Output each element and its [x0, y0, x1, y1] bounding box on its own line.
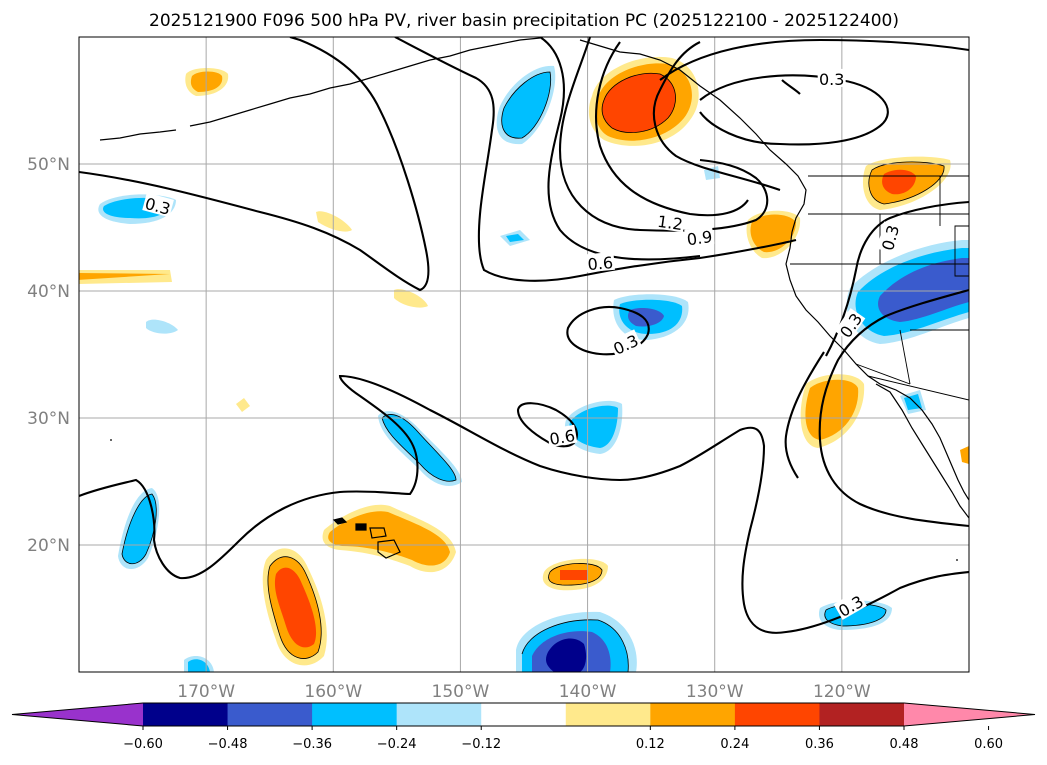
x-tick-label: 130°W — [686, 682, 744, 702]
contour-label: 0.3 — [817, 68, 846, 89]
svg-text:1.2: 1.2 — [656, 212, 684, 234]
pv-contours — [79, 37, 969, 634]
colorbar-tick-label: 0.24 — [720, 737, 749, 752]
contour-label: 0.6 — [546, 424, 578, 449]
map-panel: 0.30.31.20.90.60.30.30.30.60.3 — [78, 36, 970, 673]
colorbar-segment — [312, 703, 398, 726]
colorbar-segment — [565, 703, 651, 726]
longitude-tick-labels: 170°W 160°W 150°W 140°W 130°W 120°W — [177, 682, 871, 702]
colorbar-segment — [650, 703, 736, 726]
colorbar-tick-label: −0.48 — [208, 737, 248, 752]
colorbar-tick-label: 0.60 — [974, 737, 1003, 752]
y-tick-label: 40°N — [27, 282, 70, 302]
political-borders — [790, 175, 969, 401]
colorbar-extend-max — [904, 703, 1035, 726]
contour-label: 0.6 — [585, 251, 615, 274]
colorbar-tick-label: −0.12 — [461, 737, 501, 752]
colorbar-tick-label: −0.36 — [292, 737, 332, 752]
x-tick-label: 170°W — [177, 682, 235, 702]
x-tick-label: 120°W — [813, 682, 871, 702]
y-tick-label: 20°N — [27, 536, 70, 556]
svg-text:0.6: 0.6 — [548, 426, 576, 449]
contour-label: 0.3 — [876, 221, 903, 254]
colorbar-tick-label: −0.24 — [377, 737, 417, 752]
coastlines — [99, 37, 969, 561]
y-tick-label: 30°N — [27, 409, 70, 429]
colorbar: −0.60 −0.48 −0.36 −0.24 −0.12 0.12 0.24 0.36 0.4… — [11, 702, 1036, 752]
svg-text:0.3: 0.3 — [819, 70, 844, 89]
colorbar-segment — [396, 703, 482, 726]
x-tick-label: 150°W — [432, 682, 490, 702]
colorbar-segment — [734, 703, 820, 726]
colorbar-segment — [143, 703, 229, 726]
contour-label: 0.9 — [684, 225, 715, 249]
y-tick-label: 50°N — [27, 155, 70, 175]
colorbar-tick-label: −0.60 — [123, 737, 163, 752]
svg-text:0.6: 0.6 — [587, 253, 614, 274]
x-tick-label: 160°W — [304, 682, 362, 702]
precipitation-anomaly-fills — [79, 56, 969, 672]
svg-text:0.9: 0.9 — [686, 227, 714, 249]
colorbar-tick-label: 0.48 — [890, 737, 919, 752]
latitude-tick-labels: 50°N 40°N 30°N 20°N — [27, 155, 70, 556]
colorbar-segment — [481, 703, 567, 726]
colorbar-tick-label: 0.12 — [636, 737, 665, 752]
colorbar-tick-label: 0.36 — [805, 737, 834, 752]
anomaly-outlines — [121, 71, 945, 672]
contour-label: 1.2 — [655, 210, 686, 234]
colorbar-segment — [819, 703, 905, 726]
x-tick-label: 140°W — [559, 682, 617, 702]
map-title: 2025121900 F096 500 hPa PV, river basin … — [149, 11, 899, 31]
graticule — [79, 37, 969, 672]
colorbar-segment — [227, 703, 313, 726]
colorbar-extend-min — [12, 703, 143, 726]
